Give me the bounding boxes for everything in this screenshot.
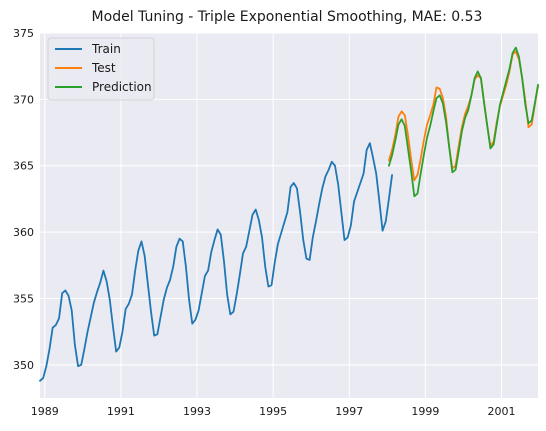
x-tick-label: 1991 (107, 405, 135, 418)
x-tick-label: 1993 (183, 405, 211, 418)
y-tick-label: 350 (13, 359, 34, 372)
y-tick-label: 365 (13, 160, 34, 173)
x-tick-label: 1997 (335, 405, 363, 418)
x-tick-label: 2001 (488, 405, 516, 418)
y-axis: 350 355 360 365 370 375 (13, 27, 34, 372)
x-axis: 1989 1991 1993 1995 1997 1999 2001 (31, 405, 516, 418)
legend-label-train: Train (91, 42, 121, 56)
chart-title: Model Tuning - Triple Exponential Smooth… (92, 9, 483, 25)
y-tick-label: 360 (13, 226, 34, 239)
y-tick-label: 370 (13, 93, 34, 106)
y-tick-label: 375 (13, 27, 34, 40)
legend-box (47, 37, 155, 101)
legend-label-test: Test (91, 61, 116, 75)
x-tick-label: 1995 (259, 405, 287, 418)
series-line-train (39, 142, 393, 382)
series-line-prediction (388, 46, 539, 198)
x-tick-label: 1999 (411, 405, 439, 418)
legend: Train Test Prediction (47, 37, 155, 101)
series-lines (39, 46, 539, 382)
y-tick-label: 355 (13, 292, 34, 305)
x-tick-label: 1989 (31, 405, 59, 418)
legend-label-prediction: Prediction (92, 80, 152, 94)
